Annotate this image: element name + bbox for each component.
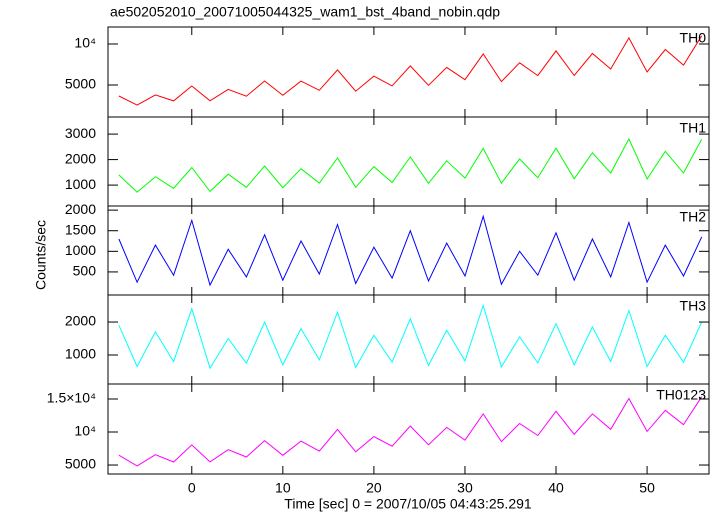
panel-frame (107, 383, 710, 475)
y-tick-label: 1000 (65, 176, 96, 192)
y-tick-label: 2000 (65, 201, 96, 217)
series-line (118, 303, 703, 370)
x-tick-label: 10 (275, 480, 291, 496)
chart-title: ae502052010_20071005044325_wam1_bst_4ban… (110, 4, 500, 20)
y-tick-label: 1.5×10⁴ (47, 390, 96, 406)
panel-frame (107, 205, 710, 296)
y-tick-label: 1500 (65, 221, 96, 237)
x-tick-label: 0 (188, 480, 196, 496)
series-line (118, 35, 703, 106)
series-line (118, 396, 703, 467)
y-tick-label: 1000 (65, 346, 96, 362)
series-line (118, 214, 703, 287)
series-label: TH0 (680, 30, 707, 46)
x-tick-label: 30 (457, 480, 473, 496)
y-tick-label: 500 (73, 263, 97, 279)
x-tick-label: 40 (548, 480, 564, 496)
series-label: TH0123 (656, 387, 706, 403)
y-tick-label: 5000 (65, 456, 96, 472)
y-tick-label: 10⁴ (74, 423, 96, 439)
series-line (118, 137, 703, 193)
series-label: TH3 (680, 298, 707, 314)
y-tick-label: 2000 (65, 313, 96, 329)
y-tick-label: 10⁴ (74, 35, 96, 51)
y-tick-label: 3000 (65, 125, 96, 141)
series-label: TH1 (680, 120, 707, 136)
y-tick-label: 1000 (65, 242, 96, 258)
y-tick-label: 2000 (65, 150, 96, 166)
panel-frame (107, 26, 710, 118)
series-label: TH2 (680, 209, 707, 225)
x-tick-label: 50 (639, 480, 655, 496)
x-axis-label: Time [sec] 0 = 2007/10/05 04:43:25.291 (284, 496, 532, 512)
panel-frame (107, 116, 710, 207)
y-tick-label: 5000 (65, 76, 96, 92)
x-tick-label: 20 (366, 480, 382, 496)
y-axis-label: Counts/sec (33, 220, 49, 290)
